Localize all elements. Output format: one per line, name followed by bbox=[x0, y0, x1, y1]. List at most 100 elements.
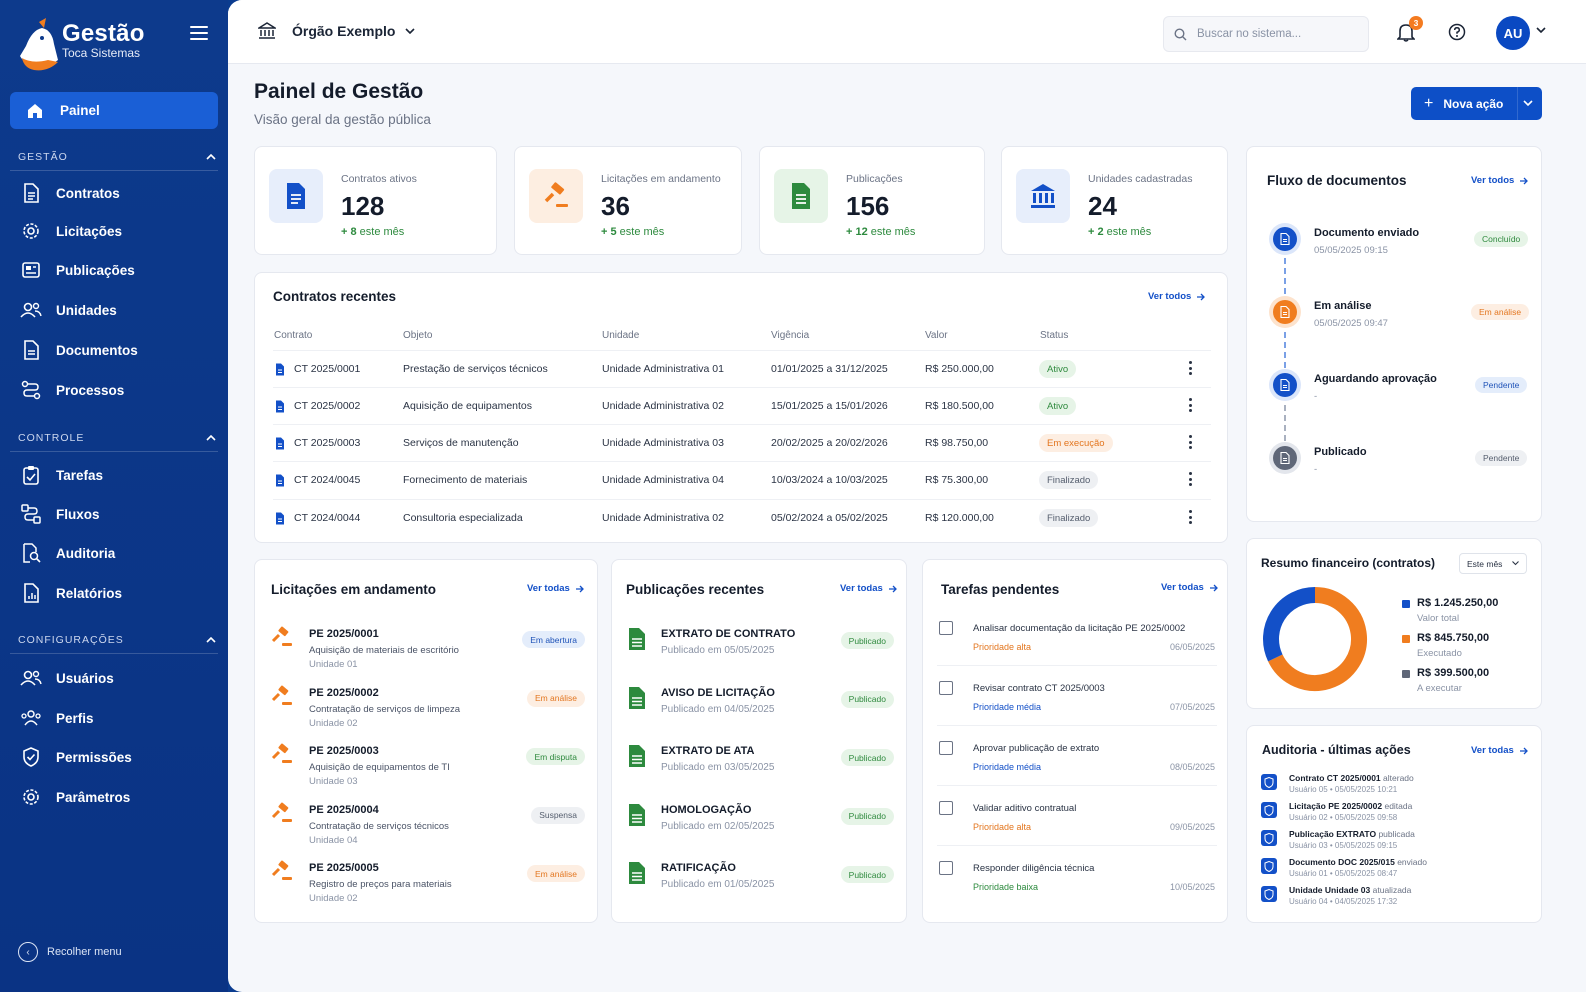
task-checkbox[interactable] bbox=[939, 741, 953, 755]
section-controle[interactable]: CONTROLE bbox=[18, 430, 216, 446]
sidebar-item-permissoes[interactable]: Permissões bbox=[10, 740, 218, 774]
contract-id[interactable]: CT 2025/0001 bbox=[294, 363, 361, 375]
contract-id[interactable]: CT 2025/0003 bbox=[294, 437, 361, 449]
chevron-down-icon[interactable] bbox=[1536, 27, 1546, 33]
sidebar-item-documentos[interactable]: Documentos bbox=[10, 333, 218, 367]
flow-step[interactable]: Documento enviado 05/05/2025 09:15 Concl… bbox=[1269, 223, 1529, 273]
see-all-audit-link[interactable]: Ver todas bbox=[1471, 745, 1529, 756]
more-options-icon[interactable] bbox=[1189, 398, 1193, 414]
sheet-icon bbox=[629, 803, 645, 826]
see-all-biddings-link[interactable]: Ver todas bbox=[527, 583, 585, 594]
column-header[interactable]: Objeto bbox=[403, 330, 433, 341]
task-item[interactable]: Revisar contrato CT 2025/0003 Prioridade … bbox=[923, 678, 1229, 726]
list-item[interactable]: HOMOLOGAÇÃO Publicado em 02/05/2025 Public… bbox=[626, 800, 894, 844]
see-all-contracts-link[interactable]: Ver todos bbox=[1148, 291, 1206, 302]
new-action-button[interactable]: + Nova ação bbox=[1411, 87, 1542, 120]
sidebar-item-relatorios[interactable]: Relatórios bbox=[10, 576, 218, 610]
stat-card-licitacoes[interactable]: Licitações em andamento 36 + 5 este mês bbox=[514, 146, 742, 255]
task-checkbox[interactable] bbox=[939, 681, 953, 695]
sidebar-item-painel[interactable]: Painel bbox=[10, 92, 218, 129]
audit-item[interactable]: Documento DOC 2025/015 enviado Usuário 01… bbox=[1247, 856, 1543, 882]
sidebar-item-tarefas[interactable]: Tarefas bbox=[10, 458, 218, 492]
list-item[interactable]: EXTRATO DE CONTRATO Publicado em 05/05/20… bbox=[626, 624, 894, 668]
period-select[interactable]: Este mês bbox=[1459, 553, 1527, 574]
sidebar-item-licitacoes[interactable]: Licitações bbox=[10, 214, 218, 248]
flow-step[interactable]: Publicado - Pendente bbox=[1269, 442, 1529, 492]
publication-title: AVISO DE LICITAÇÃO bbox=[661, 686, 775, 699]
list-item[interactable]: PE 2025/0005 Registro de preços para mate… bbox=[269, 856, 585, 906]
sidebar-item-fluxos[interactable]: Fluxos bbox=[10, 497, 218, 531]
stat-card-contratos[interactable]: Contratos ativos 128 + 8 este mês bbox=[254, 146, 497, 255]
task-item[interactable]: Analisar documentação da licitação PE 20… bbox=[923, 618, 1229, 666]
contract-id[interactable]: CT 2025/0002 bbox=[294, 400, 361, 412]
table-row[interactable]: CT 2025/0003 Serviços de manutenção Unid… bbox=[273, 424, 1211, 461]
sidebar-item-processos[interactable]: Processos bbox=[10, 373, 218, 407]
org-selector[interactable]: Órgão Exemplo bbox=[258, 22, 416, 40]
flow-step[interactable]: Aguardando aprovação - Pendente bbox=[1269, 369, 1529, 419]
task-item[interactable]: Responder diligência técnica Prioridade b… bbox=[923, 858, 1229, 906]
audit-item[interactable]: Unidade Unidade 03 atualizada Usuário 04 … bbox=[1247, 884, 1543, 910]
audit-action: Licitação PE 2025/0002 editada bbox=[1289, 801, 1412, 811]
flow-step[interactable]: Em análise 05/05/2025 09:47 Em análise bbox=[1269, 296, 1530, 346]
sidebar-item-publicacoes[interactable]: Publicações bbox=[10, 253, 218, 287]
sidebar-item-label: Processos bbox=[56, 382, 125, 398]
stat-card-unidades[interactable]: Unidades cadastradas 24 + 2 este mês bbox=[1001, 146, 1228, 255]
list-item[interactable]: PE 2025/0004 Contratação de serviços técn… bbox=[269, 798, 585, 848]
audit-item[interactable]: Publicação EXTRATO publicada Usuário 03 •… bbox=[1247, 828, 1543, 854]
sidebar-item-auditoria[interactable]: Auditoria bbox=[10, 536, 218, 570]
bidding-id: PE 2025/0002 bbox=[309, 686, 379, 699]
column-header[interactable]: Contrato bbox=[274, 330, 313, 341]
see-all-publications-link[interactable]: Ver todas bbox=[840, 583, 898, 594]
column-header[interactable]: Valor bbox=[925, 330, 948, 341]
list-item[interactable]: PE 2025/0001 Aquisição de materiais de es… bbox=[269, 622, 585, 672]
more-options-icon[interactable] bbox=[1189, 510, 1193, 526]
sidebar-item-perfis[interactable]: Perfis bbox=[10, 701, 218, 735]
table-row[interactable]: CT 2025/0002 Aquisição de equipamentos U… bbox=[273, 387, 1211, 424]
chevron-down-icon[interactable] bbox=[1523, 96, 1533, 110]
table-row[interactable]: CT 2025/0001 Prestação de serviços técni… bbox=[273, 350, 1211, 387]
home-icon bbox=[24, 100, 46, 122]
contract-id[interactable]: CT 2024/0044 bbox=[294, 512, 361, 524]
collapse-menu-button[interactable]: ‹ Recolher menu bbox=[18, 942, 122, 962]
table-row[interactable]: CT 2024/0044 Consultoria especializada U… bbox=[273, 499, 1211, 536]
audit-item[interactable]: Contrato CT 2025/0001 alterado Usuário 05… bbox=[1247, 772, 1543, 798]
list-item[interactable]: AVISO DE LICITAÇÃO Publicado em 04/05/202… bbox=[626, 683, 894, 727]
sheet-icon bbox=[629, 686, 645, 709]
more-options-icon[interactable] bbox=[1189, 435, 1193, 451]
hamburger-menu-icon[interactable] bbox=[190, 26, 208, 40]
list-item[interactable]: RATIFICAÇÃO Publicado em 01/05/2025 Public… bbox=[626, 858, 894, 902]
list-item[interactable]: PE 2025/0003 Aquisição de equipamentos de… bbox=[269, 739, 585, 789]
audit-item[interactable]: Licitação PE 2025/0002 editada Usuário 02… bbox=[1247, 800, 1543, 826]
section-gestao[interactable]: GESTÃO bbox=[18, 149, 216, 165]
bell-icon[interactable] bbox=[1397, 22, 1415, 42]
more-options-icon[interactable] bbox=[1189, 472, 1193, 488]
more-options-icon[interactable] bbox=[1189, 361, 1193, 377]
task-checkbox[interactable] bbox=[939, 801, 953, 815]
brand-logo[interactable]: Gestão Toca Sistemas bbox=[18, 16, 218, 76]
see-all-tasks-link[interactable]: Ver todas bbox=[1161, 582, 1219, 593]
search-input[interactable]: Buscar no sistema... bbox=[1163, 16, 1369, 52]
sidebar-item-usuarios[interactable]: Usuários bbox=[10, 661, 218, 695]
see-all-flow-link[interactable]: Ver todos bbox=[1471, 175, 1529, 186]
status-badge: Em análise bbox=[526, 865, 585, 882]
help-icon[interactable] bbox=[1448, 23, 1466, 41]
stat-card-publicacoes[interactable]: Publicações 156 + 12 este mês bbox=[759, 146, 985, 255]
task-item[interactable]: Aprovar publicação de extrato Prioridade … bbox=[923, 738, 1229, 786]
table-row[interactable]: CT 2024/0045 Fornecimento de materiais U… bbox=[273, 461, 1211, 498]
contract-id[interactable]: CT 2024/0045 bbox=[294, 474, 361, 486]
contract-unit: Unidade Administrativa 02 bbox=[602, 512, 724, 524]
task-checkbox[interactable] bbox=[939, 861, 953, 875]
column-header[interactable]: Vigência bbox=[771, 330, 810, 341]
column-header[interactable]: Status bbox=[1040, 330, 1069, 341]
section-configuracoes[interactable]: CONFIGURAÇÕES bbox=[18, 632, 216, 648]
column-header[interactable]: Unidade bbox=[602, 330, 640, 341]
sidebar-item-unidades[interactable]: Unidades bbox=[10, 293, 218, 327]
avatar[interactable]: AU bbox=[1496, 16, 1530, 50]
task-item[interactable]: Validar aditivo contratual Prioridade alt… bbox=[923, 798, 1229, 846]
status-badge: Suspensa bbox=[531, 806, 585, 824]
task-checkbox[interactable] bbox=[939, 621, 953, 635]
sidebar-item-parametros[interactable]: Parâmetros bbox=[10, 780, 218, 814]
list-item[interactable]: EXTRATO DE ATA Publicado em 03/05/2025 Pub… bbox=[626, 741, 894, 785]
sidebar-item-contratos[interactable]: Contratos bbox=[10, 176, 218, 210]
list-item[interactable]: PE 2025/0002 Contratação de serviços de l… bbox=[269, 681, 585, 731]
